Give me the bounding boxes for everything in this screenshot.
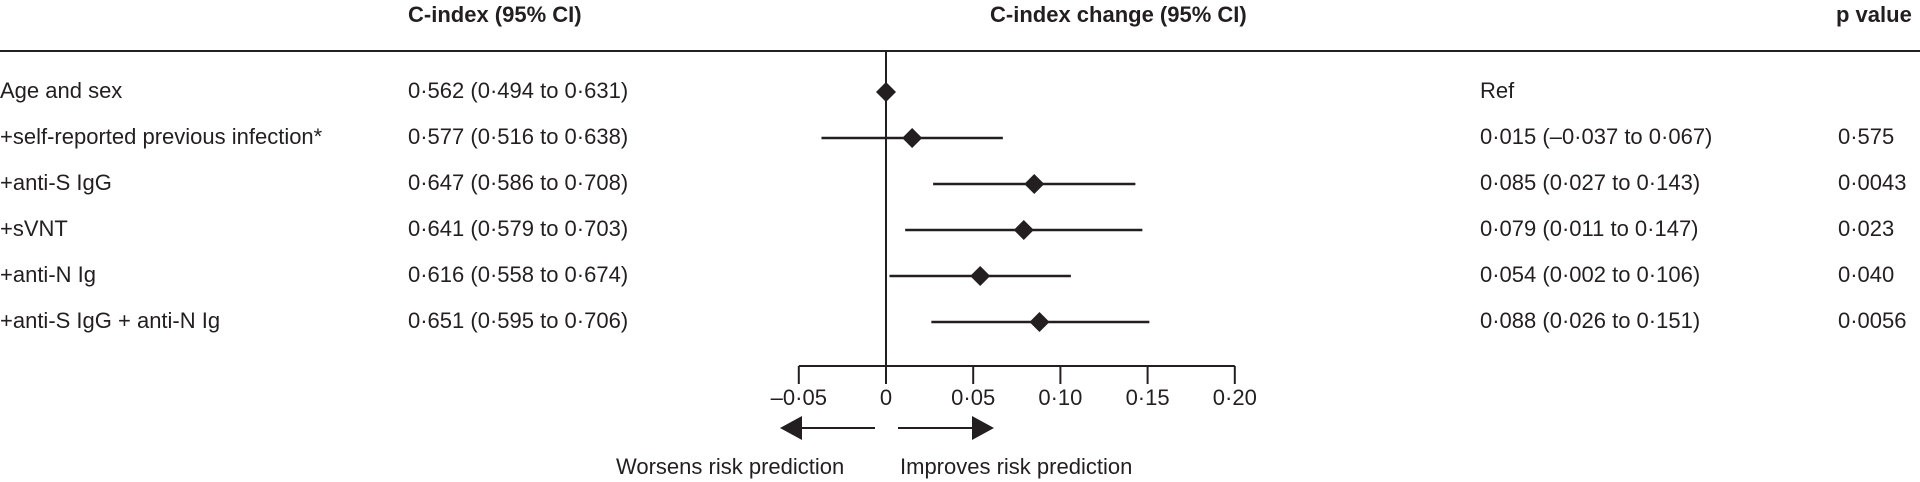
cindex-value: 0·616 (0·558 to 0·674) [408, 262, 629, 287]
cindex-change-value: 0·085 (0·027 to 0·143) [1480, 170, 1701, 195]
p-value: 0·040 [1838, 262, 1895, 287]
table-row: +self-reported previous infection* 0·577… [0, 122, 1920, 168]
x-tick-label: 0·05 [951, 385, 995, 410]
header-cindex-change: C-index change (95% CI) [990, 2, 1247, 27]
arrow-right-icon [972, 416, 994, 440]
table-row: +anti-N Ig 0·616 (0·558 to 0·674) 0·054 … [0, 260, 1920, 306]
point-estimate-diamond [1024, 174, 1045, 194]
p-value: 0·0056 [1838, 308, 1907, 333]
point-estimate-diamond [1013, 220, 1034, 240]
x-tick-label: –0·05 [771, 385, 827, 410]
model-label: Age and sex [0, 78, 123, 103]
point-estimate-diamond [876, 82, 896, 102]
model-label: +anti-N Ig [0, 262, 96, 287]
model-label: +sVNT [0, 216, 68, 241]
header-rule [0, 50, 1920, 52]
model-label: +anti-S IgG + anti-N Ig [0, 308, 221, 333]
cindex-change-value: 0·088 (0·026 to 0·151) [1480, 308, 1701, 333]
table-row: +sVNT 0·641 (0·579 to 0·703) 0·079 (0·01… [0, 214, 1920, 260]
cindex-value: 0·641 (0·579 to 0·703) [408, 216, 629, 241]
point-estimate-diamond [902, 128, 923, 148]
cindex-change-value: 0·015 (–0·037 to 0·067) [1480, 124, 1713, 149]
x-tick-label: 0·20 [1213, 385, 1257, 410]
x-tick-label: 0·10 [1038, 385, 1082, 410]
improves-label: Improves risk prediction [900, 454, 1133, 479]
cindex-value: 0·562 (0·494 to 0·631) [408, 78, 629, 103]
x-tick-label: 0 [880, 385, 892, 410]
cindex-change-value: 0·054 (0·002 to 0·106) [1480, 262, 1701, 287]
model-label: +self-reported previous infection* [0, 124, 323, 149]
table-row: Age and sex 0·562 (0·494 to 0·631) Ref [0, 76, 1920, 122]
header-pvalue: p value [1836, 2, 1912, 27]
p-value: 0·0043 [1838, 170, 1907, 195]
point-estimate-diamond [970, 266, 991, 286]
point-estimate-diamond [1029, 312, 1050, 332]
arrow-left-icon [780, 416, 802, 440]
p-value: 0·575 [1838, 124, 1895, 149]
cindex-value: 0·577 (0·516 to 0·638) [408, 124, 629, 149]
x-tick-label: 0·15 [1126, 385, 1170, 410]
header-cindex: C-index (95% CI) [408, 2, 582, 27]
table-row: +anti-S IgG 0·647 (0·586 to 0·708) 0·085… [0, 168, 1920, 214]
cindex-value: 0·647 (0·586 to 0·708) [408, 170, 629, 195]
model-label: +anti-S IgG [0, 170, 112, 195]
worsens-label: Worsens risk prediction [616, 454, 845, 479]
cindex-change-value: 0·079 (0·011 to 0·147) [1480, 216, 1699, 241]
table-row: +anti-S IgG + anti-N Ig 0·651 (0·595 to … [0, 306, 1920, 352]
cindex-change-value: Ref [1480, 78, 1515, 103]
p-value: 0·023 [1838, 216, 1895, 241]
cindex-value: 0·651 (0·595 to 0·706) [408, 308, 629, 333]
